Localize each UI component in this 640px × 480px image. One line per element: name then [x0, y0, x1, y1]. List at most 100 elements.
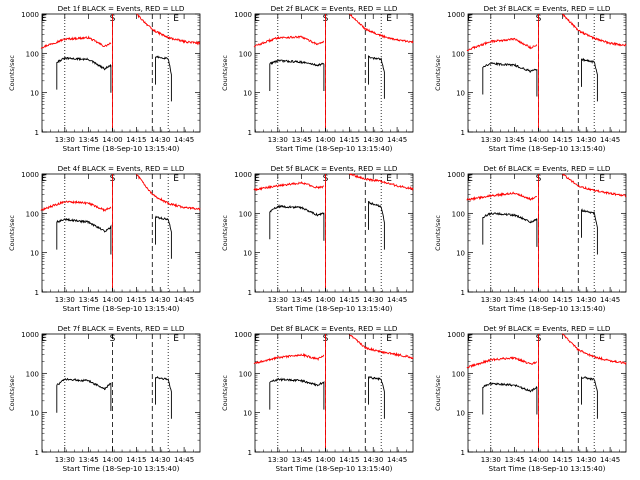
x-tick-label: 14:15 — [339, 456, 359, 464]
e-marker: E — [599, 334, 605, 344]
x-tick-label: 13:45 — [505, 136, 525, 144]
y-tick-label: 1 — [248, 289, 252, 297]
lld-line — [136, 13, 201, 46]
x-tick-label: 13:30 — [268, 136, 288, 144]
x-tick-label: 14:00 — [528, 136, 548, 144]
y-tick-label: 1 — [461, 289, 465, 297]
x-axis-label: Start Time (18-Sep-10 13:15:40) — [489, 304, 606, 313]
x-tick-label: 14:45 — [600, 296, 620, 304]
x-tick-label: 14:30 — [150, 136, 170, 144]
events-line — [56, 377, 112, 413]
e-marker: E — [173, 334, 179, 344]
lld-line — [253, 181, 325, 192]
y-tick-label: 10 — [243, 410, 252, 418]
panel-title: Det 7f BLACK = Events, RED = LLD — [58, 324, 185, 333]
x-axis-label: Start Time (18-Sep-10 13:15:40) — [276, 144, 393, 153]
y-axis-label: Counts/sec — [221, 375, 229, 411]
x-tick-label: 13:45 — [505, 296, 525, 304]
x-axis-label: Start Time (18-Sep-10 13:15:40) — [276, 464, 393, 473]
s-marker: S — [110, 334, 116, 344]
x-axis-label: Start Time (18-Sep-10 13:15:40) — [489, 144, 606, 153]
x-tick-label: 13:45 — [292, 136, 312, 144]
y-tick-label: 1000 — [447, 11, 465, 19]
e-marker: E — [41, 334, 47, 344]
y-tick-label: 1 — [35, 289, 39, 297]
x-tick-label: 14:15 — [126, 456, 146, 464]
y-tick-label: 1000 — [234, 331, 252, 339]
lld-line — [40, 35, 112, 49]
lld-line — [349, 13, 414, 44]
x-tick-label: 14:45 — [387, 136, 407, 144]
lld-line — [349, 334, 414, 360]
y-tick-label: 100 — [26, 370, 39, 378]
events-line — [368, 376, 385, 419]
panel-title: Det 4f BLACK = Events, RED = LLD — [58, 164, 185, 173]
x-tick-label: 14:00 — [315, 456, 335, 464]
x-tick-label: 14:15 — [552, 136, 572, 144]
x-tick-label: 13:45 — [292, 296, 312, 304]
x-axis-label: Start Time (18-Sep-10 13:15:40) — [63, 144, 180, 153]
detector-panel-6: Det 6f BLACK = Events, RED = LLD 1 10 100 10… — [434, 164, 627, 313]
e-marker: E — [41, 174, 47, 184]
plot-frame — [467, 333, 627, 453]
x-tick-label: 13:45 — [79, 136, 99, 144]
y-tick-label: 1 — [35, 449, 39, 457]
y-tick-label: 100 — [239, 210, 252, 218]
y-tick-label: 1 — [461, 449, 465, 457]
y-tick-label: 1 — [248, 449, 252, 457]
e-marker: E — [254, 14, 260, 24]
events-line — [482, 211, 538, 247]
y-tick-label: 100 — [26, 210, 39, 218]
y-axis-label: Counts/sec — [8, 55, 16, 91]
x-tick-label: 13:30 — [55, 296, 75, 304]
x-tick-label: 14:15 — [126, 296, 146, 304]
e-marker: E — [467, 14, 473, 24]
lld-line — [466, 191, 538, 201]
panel-title: Det 8f BLACK = Events, RED = LLD — [271, 324, 398, 333]
plot-frame — [467, 173, 627, 293]
y-tick-label: 100 — [452, 370, 465, 378]
plot-frame — [254, 13, 414, 133]
y-tick-label: 1 — [248, 129, 252, 137]
events-line — [581, 376, 598, 419]
x-tick-label: 14:30 — [363, 136, 383, 144]
x-tick-label: 14:15 — [552, 296, 572, 304]
y-tick-label: 10 — [456, 90, 465, 98]
y-tick-label: 1000 — [234, 171, 252, 179]
x-tick-label: 14:30 — [576, 296, 596, 304]
y-tick-label: 1000 — [234, 11, 252, 19]
y-tick-label: 100 — [452, 210, 465, 218]
lld-line — [40, 200, 112, 213]
y-tick-label: 1000 — [21, 331, 39, 339]
y-tick-label: 1 — [461, 129, 465, 137]
panel-title: Det 9f BLACK = Events, RED = LLD — [484, 324, 611, 333]
panel-title: Det 2f BLACK = Events, RED = LLD — [271, 4, 398, 13]
detector-panel-1: Det 1f BLACK = Events, RED = LLD 1 10 100 10… — [8, 4, 201, 153]
lld-line — [349, 173, 414, 192]
plot-frame — [254, 333, 414, 453]
y-axis-label: Counts/sec — [434, 55, 442, 91]
x-tick-label: 13:30 — [481, 296, 501, 304]
plot-frame — [41, 333, 201, 453]
e-marker: E — [254, 334, 260, 344]
detector-panel-9: Det 9f BLACK = Events, RED = LLD 1 10 100 10… — [434, 324, 627, 473]
y-tick-label: 1000 — [447, 331, 465, 339]
y-axis-label: Counts/sec — [8, 375, 16, 411]
detector-panel-3: Det 3f BLACK = Events, RED = LLD 1 10 100 10… — [434, 4, 627, 153]
y-axis-label: Counts/sec — [221, 55, 229, 91]
e-marker: E — [254, 174, 260, 184]
x-axis-label: Start Time (18-Sep-10 13:15:40) — [63, 304, 180, 313]
x-tick-label: 14:45 — [174, 296, 194, 304]
events-line — [56, 217, 112, 255]
y-tick-label: 100 — [239, 50, 252, 58]
y-tick-label: 1 — [35, 129, 39, 137]
events-line — [482, 61, 538, 97]
y-tick-label: 10 — [243, 90, 252, 98]
y-tick-label: 10 — [30, 90, 39, 98]
detector-panel-2: Det 2f BLACK = Events, RED = LLD 1 10 100 10… — [221, 4, 414, 153]
y-axis-label: Counts/sec — [434, 215, 442, 251]
e-marker: E — [467, 334, 473, 344]
lld-line — [466, 37, 538, 52]
